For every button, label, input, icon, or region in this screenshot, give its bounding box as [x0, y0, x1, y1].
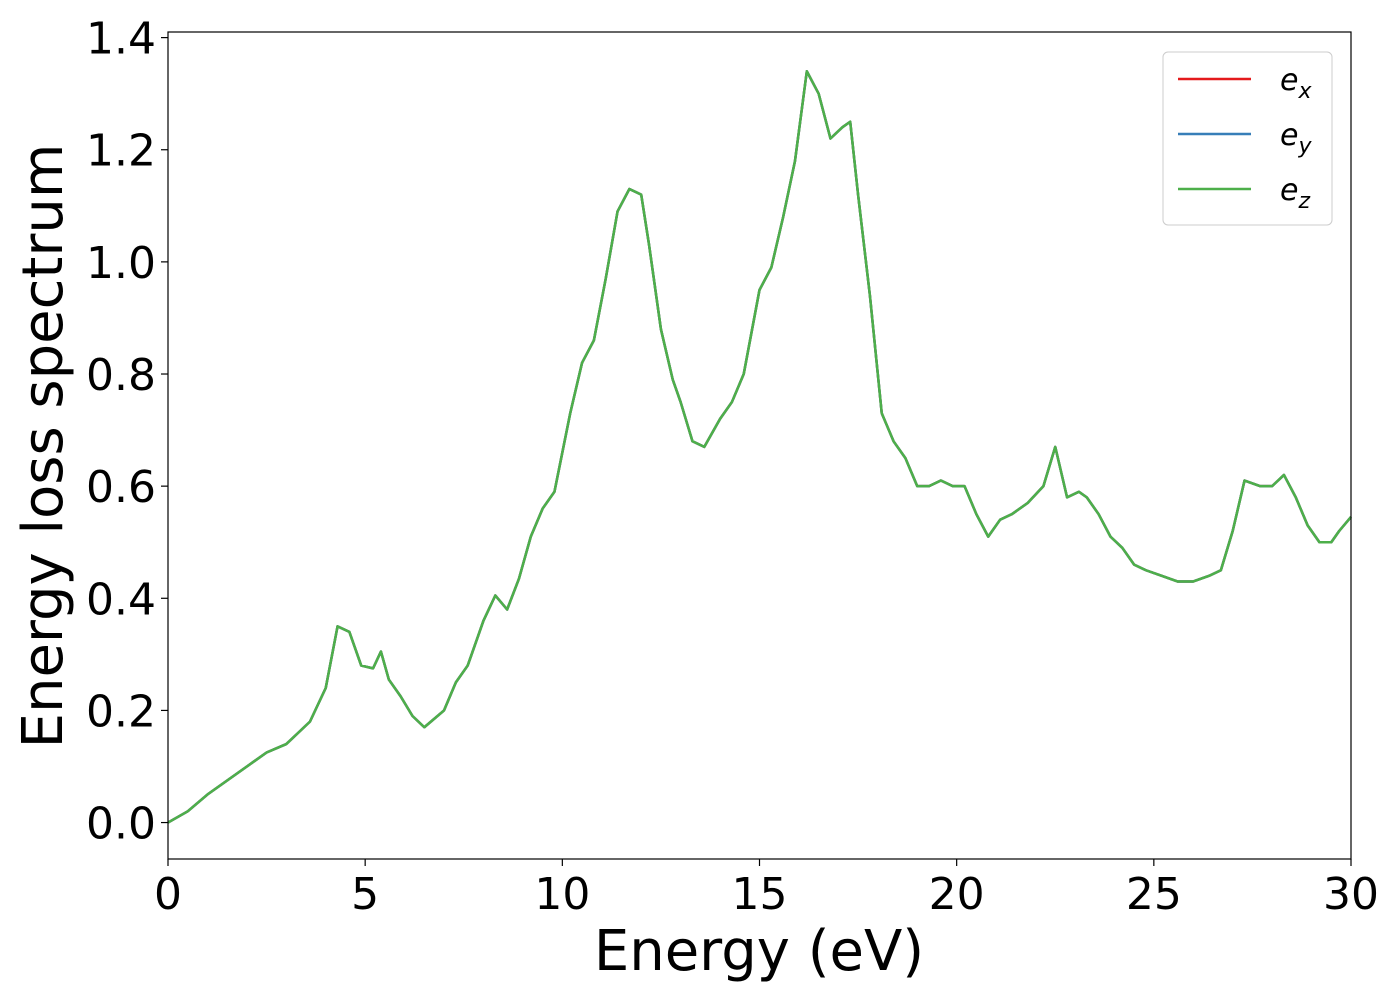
y-tick-label: 0.6 [86, 462, 156, 513]
y-axis: 0.0 0.2 0.4 0.6 0.8 1.0 1.2 1.4 [86, 14, 168, 850]
y-tick-label: 1.2 [86, 126, 156, 177]
y-tick-label: 1.4 [86, 14, 156, 65]
legend-label: ez [1280, 173, 1310, 214]
legend-label: ey [1280, 118, 1312, 159]
x-tick-label: 10 [534, 869, 590, 920]
legend-box [1162, 51, 1333, 226]
series-line-e-z [167, 70, 1352, 824]
x-tick-label: 0 [154, 869, 182, 920]
x-axis-title: Energy (eV) [594, 919, 924, 984]
y-axis-title: Energy loss spectrum [11, 144, 76, 749]
x-tick-label: 25 [1126, 869, 1182, 920]
y-tick-label: 0.8 [86, 350, 156, 401]
y-tick-label: 0.2 [86, 686, 156, 737]
x-axis: 0 5 10 15 20 25 30 [154, 859, 1379, 920]
y-tick-label: 0.0 [86, 799, 156, 850]
legend-label: ex [1280, 63, 1312, 104]
y-tick-label: 1.0 [86, 238, 156, 289]
x-tick-label: 5 [351, 869, 379, 920]
x-tick-label: 30 [1323, 869, 1379, 920]
series-layer [167, 70, 1352, 824]
x-tick-label: 20 [929, 869, 985, 920]
legend: ex ey ez [1162, 51, 1333, 226]
x-tick-label: 15 [732, 869, 788, 920]
y-tick-label: 0.4 [86, 574, 156, 625]
